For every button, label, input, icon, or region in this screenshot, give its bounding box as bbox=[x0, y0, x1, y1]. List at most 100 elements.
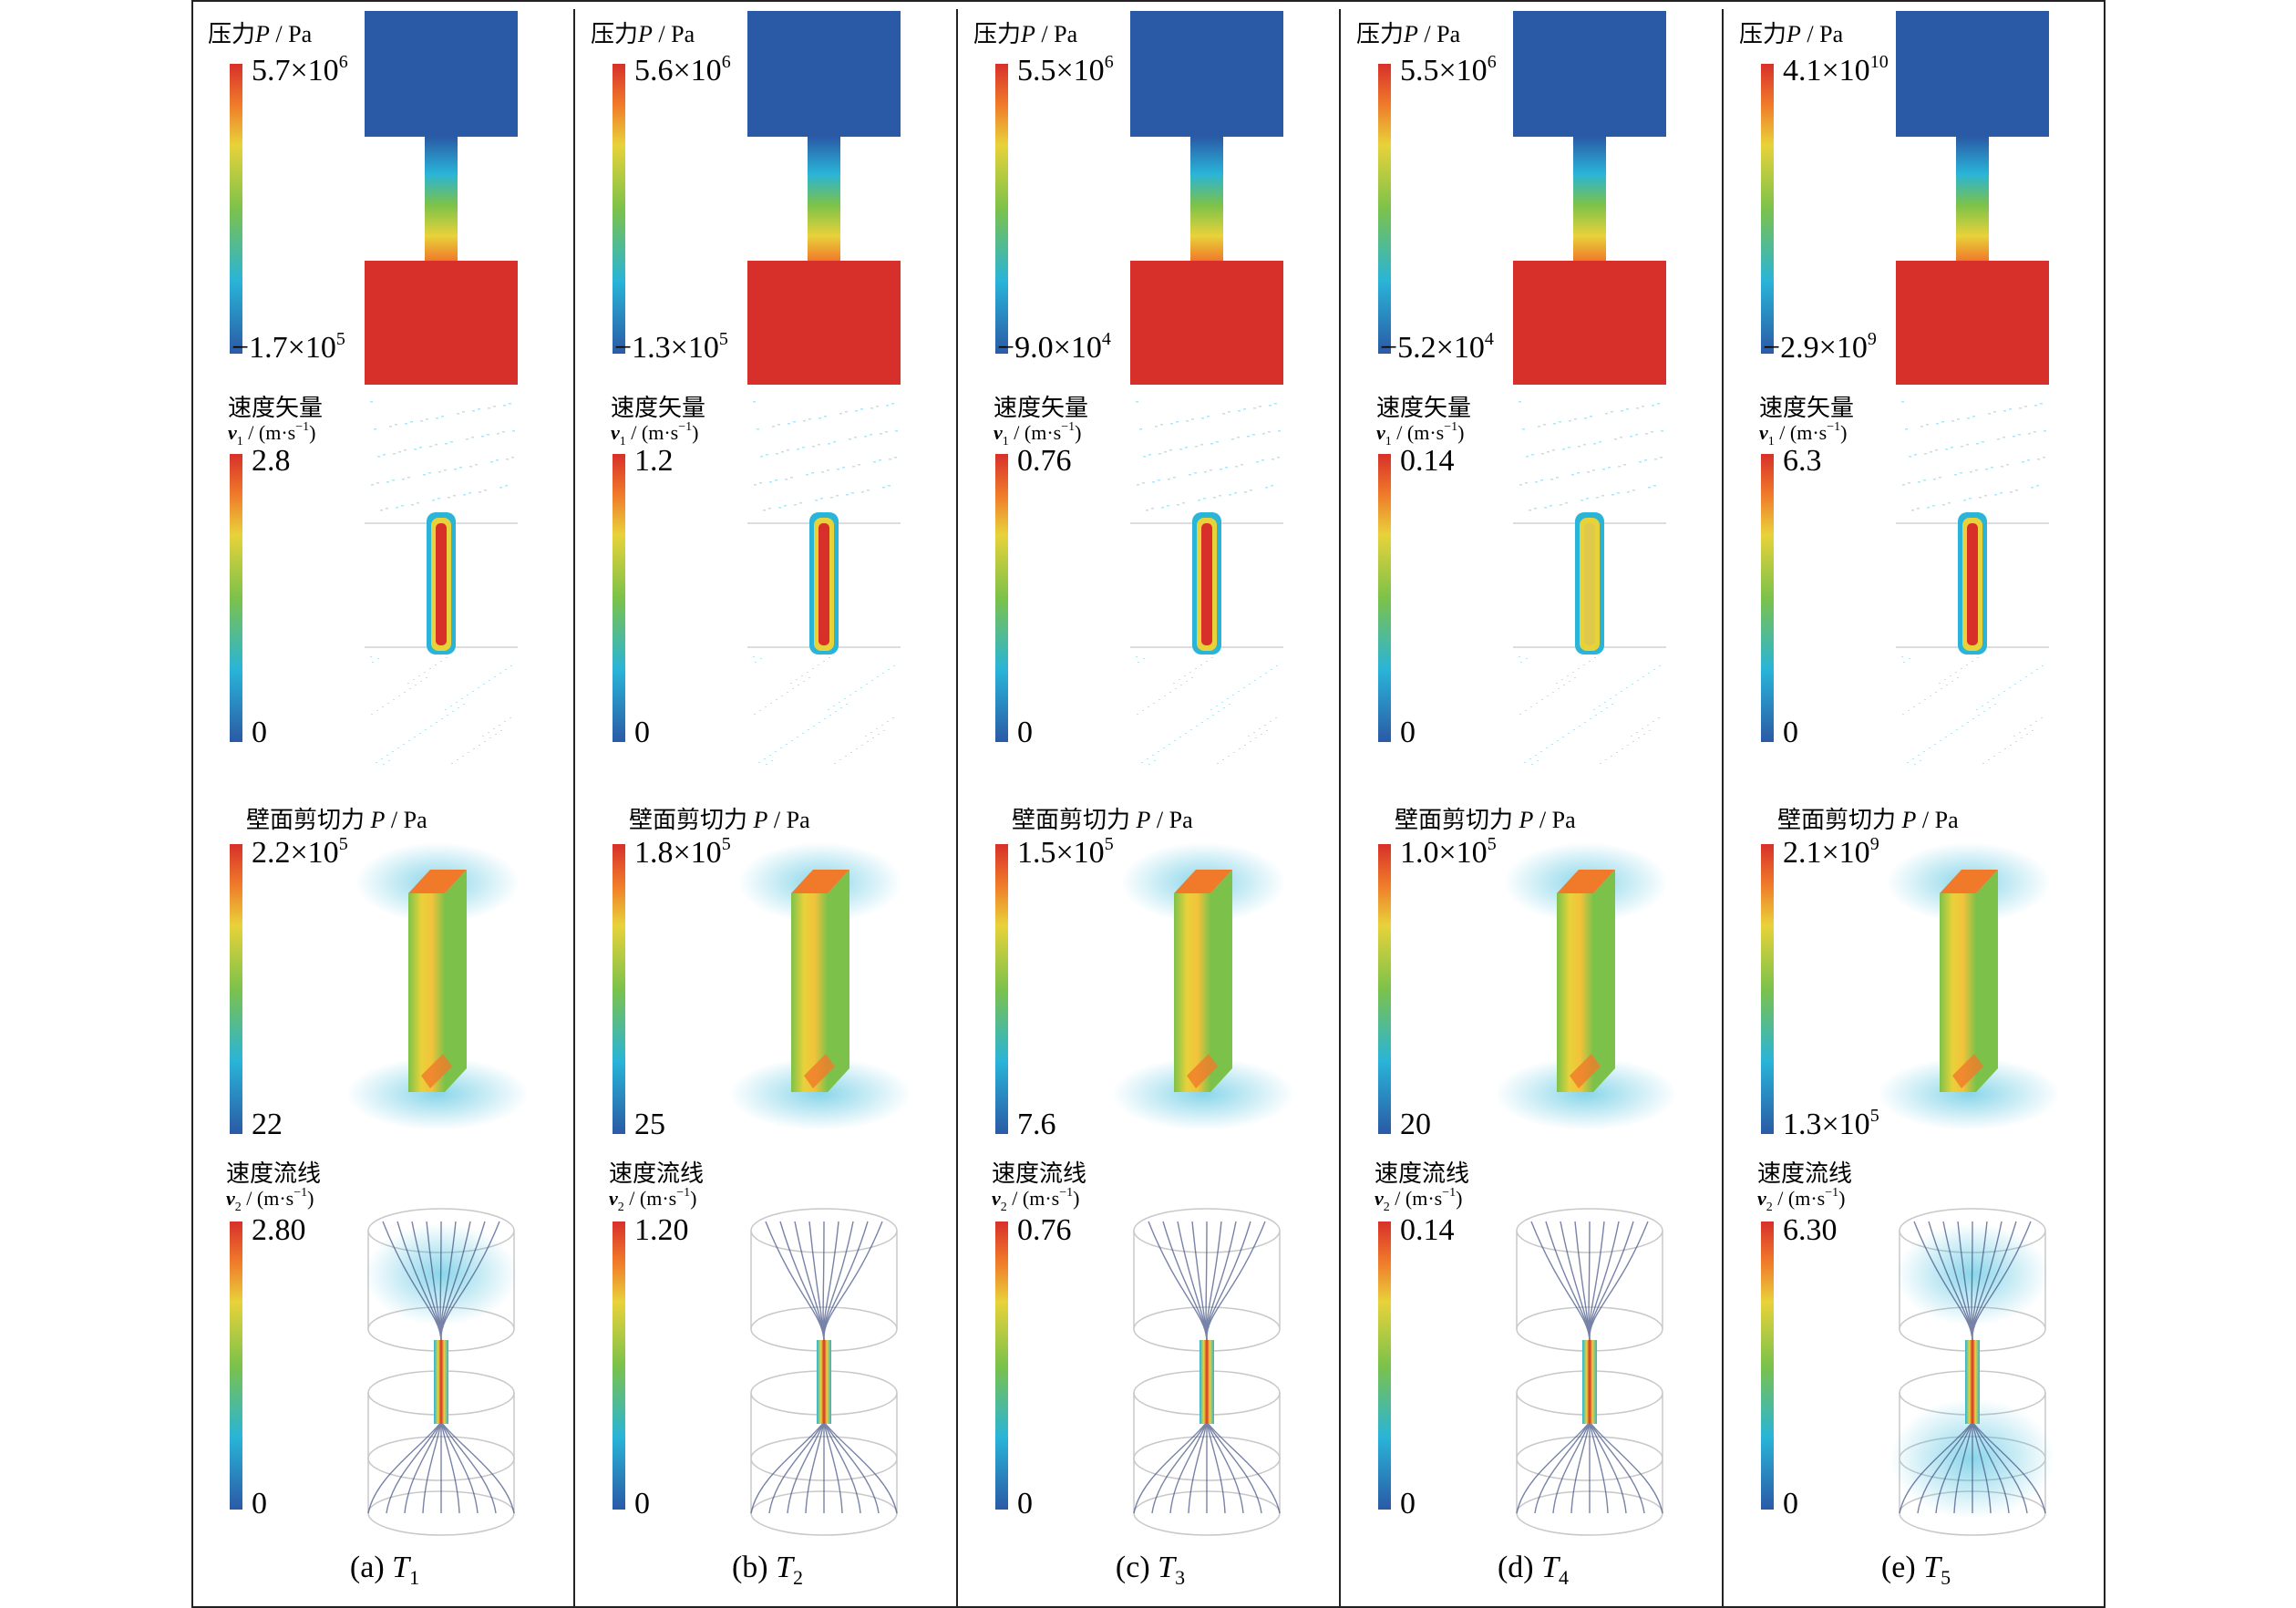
pressure-max-label: 5.5×106 bbox=[1017, 52, 1114, 88]
velocity-title: 速度矢量 bbox=[1759, 395, 1854, 421]
panel-caption: (a) T1 bbox=[350, 1551, 419, 1589]
stream-neck-jet bbox=[1965, 1340, 1980, 1424]
velocity-colorbar bbox=[1378, 454, 1391, 742]
velocity-min-label: 0 bbox=[252, 716, 267, 749]
velocity-jet-core bbox=[1584, 523, 1595, 645]
stream-colorbar bbox=[613, 1221, 625, 1510]
shear-top-cap bbox=[1174, 870, 1232, 893]
velocity-unit: v1 / (m·s−1) bbox=[228, 420, 315, 448]
stream-unit: v2 / (m·s−1) bbox=[1375, 1186, 1462, 1214]
velocity-colorbar bbox=[1761, 454, 1774, 742]
shear-bottom-accent bbox=[421, 1054, 452, 1088]
velocity-max-label: 0.14 bbox=[1400, 444, 1455, 478]
pressure-title: 压力P / Pa bbox=[1739, 21, 1844, 47]
stream-lines bbox=[750, 1221, 898, 1514]
stream-lines bbox=[1899, 1221, 2046, 1514]
shear-max-label: 2.1×109 bbox=[1783, 834, 1879, 870]
velocity-vector-field bbox=[753, 401, 898, 765]
shear-bottom-halo bbox=[1495, 1057, 1677, 1130]
cfd-results-figure: 压力P / Pa 5.7×106 −1.7×105 速度矢量 v1 / (m·s−1) 2… bbox=[191, 0, 2106, 1608]
pressure-neck bbox=[808, 137, 840, 261]
stream-neck-jet bbox=[817, 1340, 831, 1424]
stream-title: 速度流线 bbox=[226, 1160, 321, 1187]
shear-colorbar bbox=[613, 844, 625, 1134]
shear-panel: 壁面剪切力 P / Pa2.1×109 1.3×105 bbox=[1761, 807, 2060, 1141]
shear-bottom-accent bbox=[1187, 1054, 1218, 1088]
stream-min-label: 0 bbox=[252, 1487, 267, 1520]
shear-max-label: 1.8×105 bbox=[634, 834, 731, 870]
panel-caption: (d) T4 bbox=[1498, 1551, 1569, 1589]
stream-lines bbox=[367, 1221, 515, 1514]
shear-bottom-halo bbox=[1878, 1057, 2060, 1130]
velocity-min-label: 0 bbox=[634, 716, 650, 749]
shear-colorbar bbox=[995, 844, 1008, 1134]
pressure-colorbar bbox=[1761, 64, 1774, 354]
shear-top-cap bbox=[791, 870, 849, 893]
pressure-min-label: −9.0×104 bbox=[997, 329, 1111, 365]
velocity-title: 速度矢量 bbox=[1376, 395, 1471, 421]
shear-panel: 壁面剪切力 P / Pa1.5×105 7.6 bbox=[995, 807, 1294, 1141]
pressure-title: 压力P / Pa bbox=[973, 21, 1078, 47]
stream-min-label: 0 bbox=[1017, 1487, 1033, 1520]
pressure-lower-chamber bbox=[1896, 261, 2049, 385]
pressure-lower-chamber bbox=[747, 261, 901, 385]
stream-lines bbox=[1133, 1221, 1281, 1514]
shear-bottom-halo bbox=[1112, 1057, 1294, 1130]
shear-panel: 壁面剪切力 P / Pa1.0×105 20 bbox=[1378, 807, 1677, 1141]
shear-panel: 壁面剪切力 P / Pa1.8×105 25 bbox=[613, 807, 911, 1141]
panel-caption: (c) T3 bbox=[1116, 1551, 1185, 1589]
shear-bottom-accent bbox=[804, 1054, 835, 1088]
panel-caption: (b) T2 bbox=[732, 1551, 803, 1589]
panel-caption: (e) T5 bbox=[1881, 1551, 1951, 1589]
shear-top-cap bbox=[408, 870, 467, 893]
velocity-max-label: 1.2 bbox=[634, 444, 674, 478]
velocity-unit: v1 / (m·s−1) bbox=[1759, 420, 1847, 448]
pressure-title: 压力P / Pa bbox=[1356, 21, 1461, 47]
pressure-panel: 压力P / Pa 4.1×1010 −2.9×109 bbox=[1739, 11, 2049, 385]
pressure-upper-chamber bbox=[365, 11, 518, 137]
pressure-min-label: −1.7×105 bbox=[232, 329, 345, 365]
pressure-max-label: 5.7×106 bbox=[252, 52, 348, 88]
stream-unit: v2 / (m·s−1) bbox=[226, 1186, 314, 1214]
velocity-unit: v1 / (m·s−1) bbox=[611, 420, 698, 448]
pressure-max-label: 5.6×106 bbox=[634, 52, 731, 88]
shear-top-cap bbox=[1940, 870, 1998, 893]
pressure-min-label: −1.3×105 bbox=[614, 329, 728, 365]
shear-bottom-halo bbox=[346, 1057, 529, 1130]
shear-panel: 壁面剪切力 P / Pa2.2×105 22 bbox=[230, 807, 529, 1141]
pressure-lower-chamber bbox=[1130, 261, 1283, 385]
velocity-title: 速度矢量 bbox=[994, 395, 1088, 421]
stream-colorbar bbox=[1761, 1221, 1774, 1510]
shear-colorbar bbox=[230, 844, 242, 1134]
velocity-vector-field bbox=[1519, 401, 1663, 765]
stream-unit: v2 / (m·s−1) bbox=[992, 1186, 1079, 1214]
pressure-colorbar bbox=[995, 64, 1008, 354]
shear-title: 壁面剪切力 P / Pa bbox=[246, 807, 427, 833]
pressure-neck bbox=[1190, 137, 1223, 261]
velocity-jet-core bbox=[436, 523, 447, 645]
velocity-vector-field bbox=[370, 401, 515, 765]
stream-neck-jet bbox=[1199, 1340, 1214, 1424]
pressure-upper-chamber bbox=[1896, 11, 2049, 137]
stream-neck-jet bbox=[1582, 1340, 1597, 1424]
velocity-title: 速度矢量 bbox=[228, 395, 323, 421]
velocity-min-label: 0 bbox=[1783, 716, 1798, 749]
pressure-title: 压力P / Pa bbox=[208, 21, 313, 47]
stream-max-label: 6.30 bbox=[1783, 1213, 1838, 1247]
pressure-panel: 压力P / Pa 5.5×106 −9.0×104 bbox=[973, 11, 1283, 385]
stream-max-label: 0.14 bbox=[1400, 1213, 1455, 1247]
shear-colorbar bbox=[1761, 844, 1774, 1134]
pressure-max-label: 4.1×1010 bbox=[1783, 52, 1889, 88]
velocity-jet-core bbox=[1201, 523, 1212, 645]
shear-top-cap bbox=[1557, 870, 1615, 893]
